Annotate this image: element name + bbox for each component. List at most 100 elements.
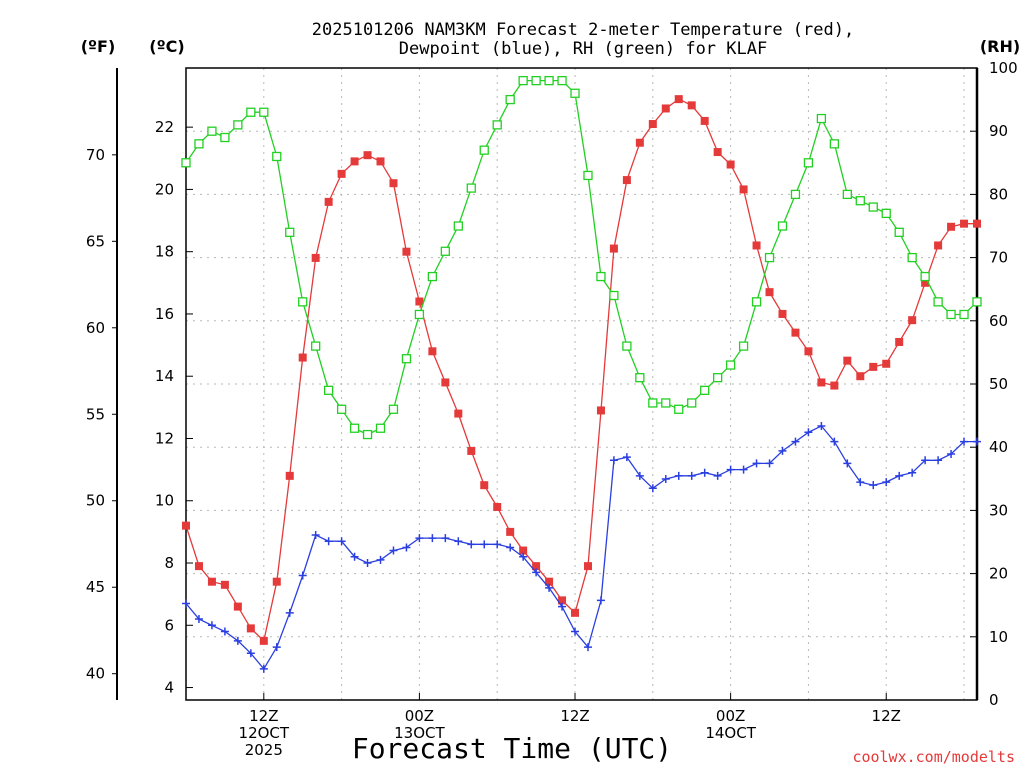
temperature-point (817, 378, 826, 387)
rh-point (388, 404, 399, 414)
rh-point (298, 297, 308, 307)
rh-point (622, 341, 632, 351)
temperature-point (311, 253, 320, 262)
dewpoint-point (558, 602, 567, 611)
rh-point (894, 227, 904, 237)
dewpoint-point (804, 428, 813, 437)
chart-title-line1: 2025101206 NAM3KM Forecast 2-meter Tempe… (312, 20, 854, 40)
temperature-point (674, 95, 683, 104)
rh-point (362, 429, 373, 440)
rh-point (842, 189, 852, 200)
temperature-point (804, 347, 813, 356)
rh-point (609, 290, 619, 301)
dewpoint-point (583, 643, 592, 652)
temperature-point (713, 148, 722, 157)
dewpoint-point (363, 559, 372, 568)
rh-point (687, 398, 697, 408)
rh-point (868, 202, 878, 212)
dewpoint-point (350, 552, 359, 561)
x-tick-label: 12OCT (239, 724, 290, 742)
fahrenheit-tick-label: 65 (86, 232, 105, 250)
temperature-point (207, 577, 216, 586)
rh-tick-label: 60 (989, 312, 1008, 330)
dewpoint-point (648, 484, 657, 493)
rh-tick-label: 80 (989, 185, 1008, 203)
rh-point (907, 252, 917, 263)
rh-tick-label: 10 (989, 628, 1008, 646)
dewpoint-point (441, 534, 450, 543)
dewpoint-point (817, 422, 826, 431)
dewpoint-point (973, 437, 981, 446)
dewpoint-point (921, 456, 930, 465)
rh-point (492, 120, 502, 130)
temperature-point (376, 157, 385, 166)
rh-point (272, 151, 282, 162)
grid-lines (186, 68, 977, 700)
rh-point (233, 120, 243, 130)
celsius-tick-label: 18 (155, 243, 174, 261)
x-tick-label: 00Z (716, 707, 745, 725)
x-tick-label: 2025 (245, 741, 283, 759)
dewpoint-point (285, 608, 294, 617)
x-tick-label: 12Z (872, 707, 901, 725)
dewpoint-point (415, 534, 424, 543)
fahrenheit-unit-label: (ºF) (81, 37, 116, 56)
data-series (181, 75, 982, 673)
temperature-point (700, 116, 709, 125)
credit-label: coolwx.com/modelts (852, 748, 1015, 766)
temperature-point (752, 241, 761, 250)
temperature-point (545, 577, 554, 586)
dewpoint-series (182, 422, 981, 673)
rh-point (764, 252, 775, 263)
temperature-point (532, 562, 541, 571)
temperature-point (519, 546, 528, 555)
temperature-point (739, 185, 748, 194)
x-tick-label: 12Z (560, 707, 589, 725)
temperature-point (687, 101, 696, 110)
rh-point (414, 309, 425, 320)
rh-point (790, 189, 801, 200)
rh-point (427, 271, 438, 282)
temperature-series (182, 95, 981, 645)
dewpoint-point (700, 468, 709, 477)
rh-point (777, 221, 788, 231)
temperature-point (921, 278, 930, 287)
rh-tick-label: 70 (989, 249, 1008, 267)
rh-point (505, 94, 515, 105)
temperature-point (480, 481, 489, 490)
dewpoint-point (609, 456, 618, 465)
dewpoint-point (428, 534, 437, 543)
dewpoint-point (207, 621, 216, 630)
rh-point (648, 398, 658, 408)
dewpoint-point (739, 465, 748, 474)
rh-point (336, 404, 347, 414)
temperature-point (571, 608, 580, 617)
temperature-point (415, 297, 424, 306)
celsius-tick-label: 6 (164, 616, 174, 634)
temperature-point (272, 577, 281, 586)
rh-point (855, 196, 865, 206)
dewpoint-point (726, 465, 735, 474)
rh-point (713, 373, 723, 383)
rh-point (453, 221, 463, 231)
x-tick-label: 12Z (249, 707, 278, 725)
dewpoint-point (467, 540, 476, 549)
temperature-point (220, 580, 229, 589)
rh-point (881, 208, 891, 219)
rh-point (700, 385, 710, 395)
celsius-tick-label: 22 (155, 118, 174, 136)
celsius-tick-label: 16 (155, 305, 174, 323)
rh-point (375, 423, 386, 433)
temperature-point (246, 624, 255, 633)
temperature-point (558, 596, 567, 605)
temperature-point (259, 636, 268, 645)
temperature-point (506, 527, 515, 536)
dewpoint-point (376, 555, 385, 564)
dewpoint-point (882, 478, 891, 487)
rh-tick-label: 100 (989, 59, 1018, 77)
temperature-point (467, 446, 476, 455)
rh-point (661, 398, 671, 408)
dewpoint-point (220, 627, 229, 636)
celsius-tick-label: 12 (155, 429, 174, 447)
dewpoint-point (869, 481, 878, 490)
